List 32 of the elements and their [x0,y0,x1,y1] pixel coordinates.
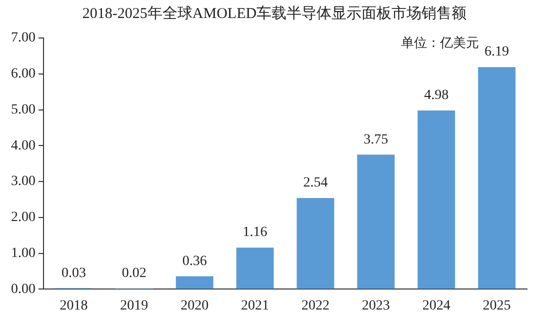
x-tick-label: 2023 [362,298,390,314]
y-tick-label: 5.00 [11,102,36,118]
data-label: 1.16 [242,225,268,240]
x-tick-label: 2021 [241,298,270,314]
data-label: 2.54 [303,176,328,191]
data-label: 0.36 [182,254,207,269]
data-label: 3.75 [364,132,388,148]
x-tick-label: 2024 [422,298,450,314]
data-label: 6.19 [484,44,510,60]
y-tick-label: 3.00 [11,174,36,190]
bar [296,198,334,289]
bar [418,110,456,289]
data-label: 4.98 [424,88,449,104]
data-label: 0.03 [61,266,86,281]
y-tick-label: 6.00 [11,66,36,82]
x-tick-label: 2019 [120,298,148,314]
y-tick-label: 0.00 [11,282,36,297]
x-tick-label: 2020 [180,298,209,314]
y-tick-label: 4.00 [11,138,36,154]
data-label: 0.02 [122,266,146,282]
x-tick-label: 2022 [301,298,330,314]
x-tick-label: 2018 [60,298,88,314]
annotation: 单位：亿美元 [401,34,479,52]
chart-title: 2018-2025年全球AMOLED车载半导体显示面板市场销售额 [81,4,468,23]
bar [478,67,516,289]
bar [236,248,274,289]
bar [176,276,214,289]
bar [357,154,395,289]
y-tick-label: 1.00 [11,246,36,261]
y-tick-label: 7.00 [11,30,36,46]
y-tick-label: 2.00 [11,210,36,226]
x-tick-label: 2025 [482,298,511,314]
